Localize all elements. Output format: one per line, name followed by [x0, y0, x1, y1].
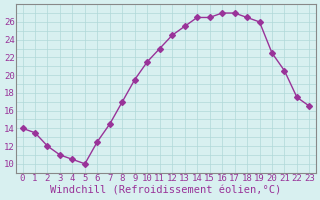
X-axis label: Windchill (Refroidissement éolien,°C): Windchill (Refroidissement éolien,°C)	[50, 186, 282, 196]
